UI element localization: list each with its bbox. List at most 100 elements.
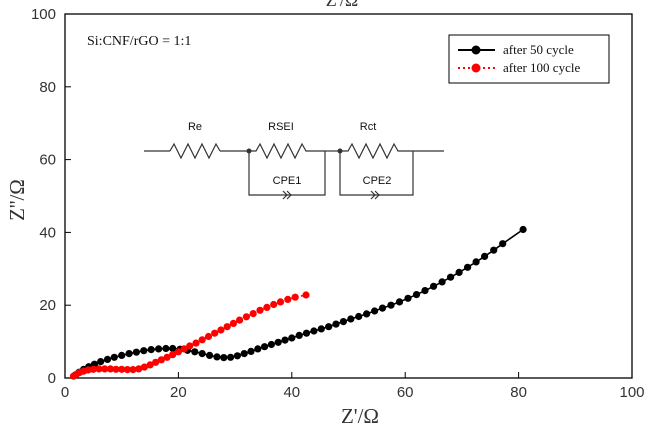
data-point — [270, 300, 278, 309]
data-point — [206, 351, 214, 359]
legend-box — [448, 34, 610, 84]
legend: after 50 cycle after 100 cycle — [448, 34, 610, 84]
data-point — [132, 348, 140, 356]
data-point — [261, 343, 269, 351]
data-point — [371, 307, 379, 315]
data-point — [481, 252, 489, 260]
x-tick-label: 60 — [397, 384, 414, 401]
sample-annotation: Si:CNF/rGO = 1:1 — [87, 34, 191, 49]
data-point — [247, 347, 255, 355]
data-point — [412, 291, 421, 299]
data-point — [447, 273, 455, 281]
data-point — [355, 312, 363, 321]
data-point — [180, 345, 188, 353]
data-point — [174, 348, 182, 356]
legend-label-100: after 100 cycle — [503, 60, 580, 75]
data-point — [135, 365, 143, 373]
data-point — [123, 366, 131, 374]
data-point — [211, 329, 219, 337]
data-point — [317, 325, 325, 333]
y-axis-label: Z''/Ω — [5, 179, 29, 221]
data-point — [242, 313, 250, 321]
data-point — [97, 358, 105, 366]
data-point — [378, 304, 387, 312]
legend-marker-100 — [471, 63, 481, 73]
data-point — [217, 326, 225, 334]
equivalent-circuit — [144, 142, 444, 200]
data-point — [204, 332, 213, 341]
cpe2-branch — [339, 151, 414, 196]
resistor-re — [169, 142, 221, 160]
x-tick-label: 100 — [619, 384, 644, 401]
data-point — [169, 344, 177, 353]
data-point — [302, 329, 311, 337]
plot-frame — [64, 13, 633, 379]
cpe1-branch — [248, 151, 326, 196]
data-point — [162, 344, 170, 353]
y-tick-label: 80 — [39, 79, 56, 96]
cpe2-symbol-b — [374, 190, 380, 200]
data-point — [140, 347, 148, 355]
data-point — [106, 365, 114, 373]
y-tick-label: 100 — [31, 6, 56, 23]
data-point — [332, 320, 340, 328]
data-point — [140, 363, 148, 371]
data-point — [284, 295, 292, 303]
data-point — [302, 291, 310, 299]
data-point — [236, 316, 244, 324]
data-point — [472, 258, 480, 266]
x-tick-label: 20 — [170, 384, 187, 401]
data-point — [267, 340, 275, 349]
data-point — [198, 336, 206, 344]
label-re: Re — [188, 121, 202, 133]
data-point — [455, 268, 463, 276]
data-point — [101, 365, 109, 373]
data-point — [438, 278, 446, 286]
data-point — [229, 319, 237, 327]
series-layer — [69, 225, 527, 380]
data-point — [519, 225, 527, 234]
cpe1-symbol-b — [286, 190, 292, 200]
data-point — [129, 366, 137, 374]
resistor-rct — [340, 142, 413, 160]
data-point — [256, 306, 264, 314]
label-cpe1: CPE1 — [273, 175, 302, 187]
data-point — [103, 355, 112, 363]
label-rsei: RSEI — [268, 121, 294, 133]
data-point — [274, 338, 282, 346]
data-point — [310, 327, 318, 335]
data-point — [227, 353, 235, 361]
data-point — [387, 301, 395, 309]
cpe2-symbol — [370, 190, 376, 200]
data-point — [157, 356, 165, 364]
data-point — [325, 323, 333, 331]
top-title-fragment: Z'/Ω — [326, 0, 359, 10]
data-point — [213, 353, 221, 361]
data-point — [254, 345, 262, 353]
data-point — [464, 263, 472, 271]
data-point — [191, 348, 199, 356]
data-point — [291, 293, 299, 301]
y-tick-label: 40 — [39, 224, 56, 241]
data-point — [295, 331, 303, 339]
axis-ticks: 0 20 40 60 80 100 0 20 40 60 80 100 — [31, 6, 645, 401]
data-point — [118, 351, 126, 359]
data-point — [163, 353, 171, 361]
y-tick-label: 20 — [39, 297, 56, 314]
data-point — [186, 342, 194, 350]
series-line-2 — [73, 294, 307, 377]
circuit-node-2 — [337, 148, 343, 154]
data-point — [198, 350, 206, 358]
data-point — [281, 336, 289, 344]
data-point — [249, 310, 257, 318]
data-point — [288, 334, 296, 342]
data-point — [276, 298, 285, 306]
data-point — [95, 365, 103, 373]
data-point — [499, 240, 507, 248]
data-point — [118, 365, 126, 373]
data-point — [155, 345, 163, 353]
data-point — [240, 350, 248, 358]
label-rct: Rct — [360, 121, 377, 133]
data-point — [233, 352, 241, 360]
